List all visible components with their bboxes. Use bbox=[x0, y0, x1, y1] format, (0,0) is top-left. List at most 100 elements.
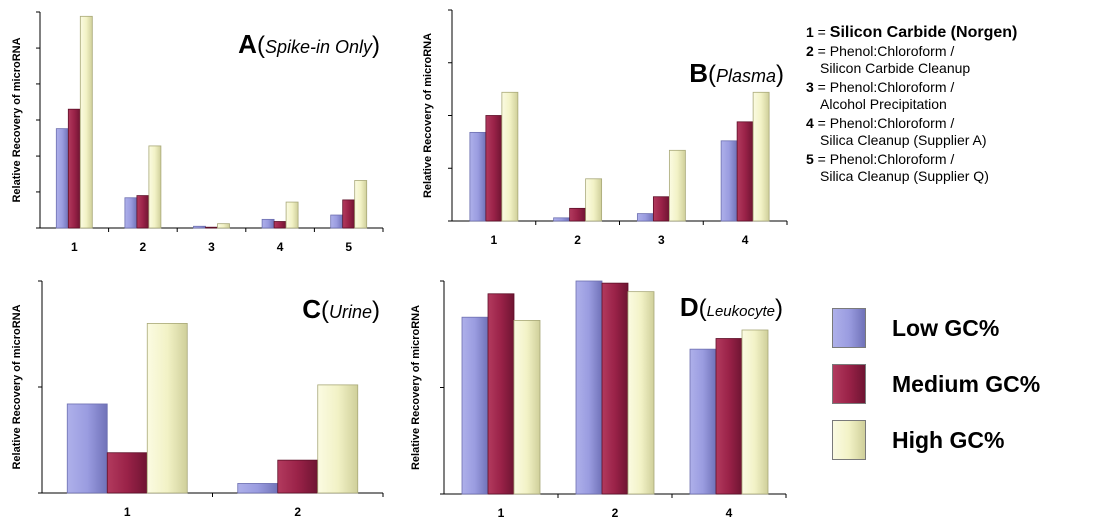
bar-a-cat1-s3 bbox=[79, 15, 93, 229]
bar-d-cat4-s3 bbox=[741, 329, 769, 495]
legend-swatch bbox=[832, 308, 866, 348]
key-text: Phenol:Chloroform / bbox=[829, 151, 955, 167]
key-text: Alcohol Precipitation bbox=[820, 96, 947, 112]
legend-label: Medium GC% bbox=[892, 370, 1041, 397]
panel-d: 1 2 4 Relative Recovery of microRNA D(Leukoc… bbox=[410, 280, 787, 520]
bar-d-cat1-s1 bbox=[461, 316, 489, 495]
bar-a-cat1-s1 bbox=[55, 128, 69, 229]
key-number: 4 bbox=[806, 115, 814, 131]
key-item-2: 2 = Phenol:Chloroform / Silicon Carbide C… bbox=[806, 43, 1112, 77]
x-tick-label: 4 bbox=[277, 240, 284, 254]
bar-d-cat2-s2 bbox=[601, 282, 629, 495]
key-item-1: 1 = Silicon Carbide (Norgen) bbox=[806, 24, 1112, 41]
key-equals: = bbox=[813, 79, 830, 95]
gc-legend: Low GC% Medium GC% High GC% bbox=[832, 308, 1040, 476]
x-tick-label: 3 bbox=[208, 240, 215, 254]
bar-a-cat2-s1 bbox=[124, 197, 138, 229]
legend-item: High GC% bbox=[832, 420, 1040, 460]
key-number: 1 bbox=[806, 24, 814, 40]
bar-d-cat1-s2 bbox=[487, 293, 515, 495]
x-tick-label: 4 bbox=[742, 233, 749, 247]
bar-b-cat2-s2 bbox=[569, 207, 587, 222]
x-tick-label: 1 bbox=[491, 233, 498, 247]
bar-b-cat2-s3 bbox=[585, 178, 603, 222]
bar-c-cat1-s1 bbox=[66, 403, 108, 494]
bar-b-cat1-s2 bbox=[485, 115, 503, 222]
key-number: 5 bbox=[806, 151, 814, 167]
x-tick-label: 1 bbox=[71, 240, 78, 254]
bar-d-cat4-s2 bbox=[715, 338, 743, 495]
x-tick-label: 2 bbox=[140, 240, 147, 254]
key-equals: = bbox=[813, 24, 830, 40]
bar-a-cat2-s2 bbox=[136, 195, 150, 229]
y-axis-label: Relative Recovery of microRNA bbox=[11, 37, 23, 202]
bar-b-cat1-s3 bbox=[501, 91, 519, 222]
key-equals: = bbox=[813, 151, 830, 167]
x-tick-label: 1 bbox=[498, 506, 505, 520]
key-text: Phenol:Chloroform / bbox=[829, 43, 955, 59]
key-equals: = bbox=[813, 43, 830, 59]
legend-item: Low GC% bbox=[832, 308, 1040, 348]
bar-d-cat2-s3 bbox=[627, 291, 655, 495]
bar-c-cat2-s3 bbox=[317, 384, 359, 494]
x-tick-label: 1 bbox=[124, 505, 131, 519]
panel-c: 1 2 Relative Recovery of microRNA C(Urine) bbox=[11, 280, 384, 519]
bar-a-cat5-s2 bbox=[342, 199, 356, 229]
legend-label: Low GC% bbox=[892, 314, 1000, 341]
bar-c-cat2-s2 bbox=[277, 459, 319, 494]
key-text: Phenol:Chloroform / bbox=[829, 115, 955, 131]
bar-a-cat5-s3 bbox=[354, 180, 368, 229]
bar-a-cat3-s1 bbox=[193, 225, 206, 229]
x-tick-label: 5 bbox=[345, 240, 352, 254]
key-number: 3 bbox=[806, 79, 814, 95]
panel-b: 1 2 3 4 Relative Recovery of microRNA B(Plasm… bbox=[422, 9, 788, 247]
panel-title: D(Leukocyte) bbox=[680, 292, 783, 322]
bar-a-cat4-s3 bbox=[285, 201, 299, 229]
bar-c-cat1-s3 bbox=[146, 322, 188, 494]
bar-b-cat1-s1 bbox=[469, 131, 487, 222]
bar-b-cat4-s3 bbox=[752, 91, 770, 222]
key-number: 2 bbox=[806, 43, 814, 59]
bar-a-cat1-s2 bbox=[67, 108, 81, 229]
bar-c-cat2-s1 bbox=[237, 483, 279, 494]
key-equals: = bbox=[813, 115, 830, 131]
legend-swatch bbox=[832, 420, 866, 460]
x-tick-label: 2 bbox=[612, 506, 619, 520]
bar-a-cat3-s2 bbox=[205, 226, 218, 229]
bar-a-cat3-s3 bbox=[217, 223, 230, 229]
bar-a-cat2-s3 bbox=[148, 145, 162, 229]
key-item-4: 4 = Phenol:Chloroform / Silica Cleanup (S… bbox=[806, 115, 1112, 149]
legend-label: High GC% bbox=[892, 426, 1005, 453]
panel-title: C(Urine) bbox=[302, 294, 380, 324]
bar-b-cat3-s1 bbox=[636, 213, 654, 222]
bar-b-cat3-s2 bbox=[652, 196, 670, 222]
key-item-3: 3 = Phenol:Chloroform / Alcohol Precipita… bbox=[806, 79, 1112, 113]
key-text: Silicon Carbide (Norgen) bbox=[829, 24, 1018, 41]
panel-a: 1 2 3 4 5 Relative Recovery of microRNA A(Spik… bbox=[11, 11, 384, 254]
bar-b-cat2-s1 bbox=[553, 217, 571, 222]
method-key: 1 = Silicon Carbide (Norgen) 2 = Phenol:C… bbox=[806, 24, 1112, 187]
bar-d-cat1-s3 bbox=[513, 320, 541, 495]
legend-item: Medium GC% bbox=[832, 364, 1040, 404]
x-tick-label: 2 bbox=[294, 505, 301, 519]
key-text: Silica Cleanup (Supplier A) bbox=[820, 132, 987, 148]
x-tick-label: 2 bbox=[574, 233, 581, 247]
panel-title: B(Plasma) bbox=[689, 58, 784, 88]
bar-c-cat1-s2 bbox=[106, 452, 148, 494]
bar-a-cat4-s2 bbox=[273, 221, 287, 229]
key-text: Silicon Carbide Cleanup bbox=[820, 60, 971, 76]
x-tick-label: 3 bbox=[658, 233, 665, 247]
bar-b-cat4-s1 bbox=[720, 140, 738, 222]
key-item-5: 5 = Phenol:Chloroform / Silica Cleanup (S… bbox=[806, 151, 1112, 185]
key-text: Silica Cleanup (Supplier Q) bbox=[820, 168, 989, 184]
bar-d-cat4-s1 bbox=[689, 348, 717, 495]
key-text: Phenol:Chloroform / bbox=[829, 79, 955, 95]
bar-b-cat3-s3 bbox=[668, 149, 686, 222]
legend-swatch bbox=[832, 364, 866, 404]
x-tick-label: 4 bbox=[726, 506, 733, 520]
y-axis-label: Relative Recovery of microRNA bbox=[410, 305, 422, 470]
bar-a-cat5-s1 bbox=[330, 214, 344, 229]
y-axis-label: Relative Recovery of microRNA bbox=[11, 304, 23, 469]
y-axis-label: Relative Recovery of microRNA bbox=[422, 33, 434, 198]
